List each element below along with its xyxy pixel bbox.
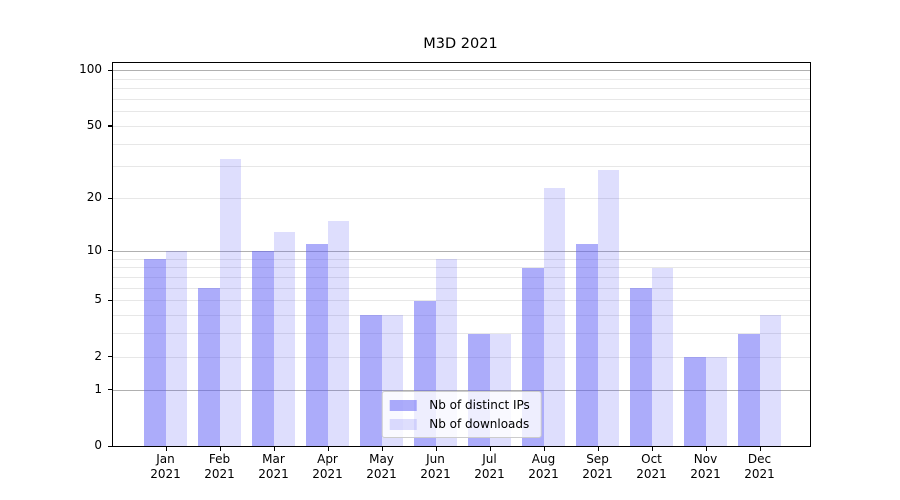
x-tick-label-dec: Dec 2021 xyxy=(744,451,775,482)
plot-area: Nb of distinct IPs Nb of downloads xyxy=(112,62,811,447)
y-tick-label: 2 xyxy=(94,348,102,363)
y-tick-mark xyxy=(108,389,112,391)
bar-distinct-ips-nov xyxy=(684,357,706,446)
x-tick-label-sep: Sep 2021 xyxy=(582,451,613,482)
major-gridline xyxy=(113,250,810,252)
bar-downloads-nov xyxy=(705,357,727,446)
x-tick-label-may: May 2021 xyxy=(366,451,397,482)
y-tick-mark xyxy=(108,125,112,127)
y-tick-mark xyxy=(108,356,112,358)
bar-distinct-ips-sep xyxy=(576,244,598,446)
x-tick-mark xyxy=(327,446,329,451)
x-tick-mark xyxy=(651,446,653,451)
minor-gridline xyxy=(113,333,810,335)
x-tick-mark xyxy=(705,446,707,451)
y-tick-mark xyxy=(108,69,112,71)
y-tick-mark xyxy=(108,299,112,301)
bar-distinct-ips-mar xyxy=(252,251,274,446)
x-tick-label-aug: Aug 2021 xyxy=(528,451,559,482)
x-tick-label-nov: Nov 2021 xyxy=(690,451,721,482)
x-tick-mark xyxy=(597,446,599,451)
minor-gridline xyxy=(113,258,810,260)
minor-gridline xyxy=(113,314,810,316)
legend-item-downloads: Nb of downloads xyxy=(389,416,530,432)
bar-distinct-ips-apr xyxy=(306,244,328,446)
bar-downloads-sep xyxy=(597,169,619,446)
x-tick-mark xyxy=(219,446,221,451)
y-tick-label: 0 xyxy=(94,438,102,452)
minor-gridline xyxy=(113,111,810,113)
x-tick-mark xyxy=(489,446,491,451)
bar-downloads-oct xyxy=(651,267,673,446)
y-tick-mark xyxy=(108,445,112,447)
minor-gridline xyxy=(113,198,810,200)
legend-label-distinct-ips: Nb of distinct IPs xyxy=(429,398,530,412)
x-tick-mark xyxy=(165,446,167,451)
bar-distinct-ips-dec xyxy=(738,333,760,446)
x-tick-label-jan: Jan 2021 xyxy=(150,451,181,482)
y-tick-label: 100 xyxy=(79,62,102,77)
minor-gridline xyxy=(113,166,810,168)
x-tick-label-mar: Mar 2021 xyxy=(258,451,289,482)
legend: Nb of distinct IPs Nb of downloads xyxy=(381,391,542,438)
y-tick-label: 50 xyxy=(86,117,102,132)
legend-label-downloads: Nb of downloads xyxy=(429,417,530,431)
bar-downloads-jan xyxy=(165,251,187,446)
y-tick-mark xyxy=(108,197,112,199)
x-tick-label-jun: Jun 2021 xyxy=(420,451,451,482)
x-tick-mark xyxy=(273,446,275,451)
legend-item-distinct-ips: Nb of distinct IPs xyxy=(389,397,530,413)
y-tick-mark xyxy=(108,250,112,252)
x-tick-label-feb: Feb 2021 xyxy=(204,451,235,482)
minor-gridline xyxy=(113,98,810,100)
bar-distinct-ips-jan xyxy=(144,259,166,446)
bar-distinct-ips-feb xyxy=(198,288,220,446)
x-tick-mark xyxy=(381,446,383,451)
minor-gridline xyxy=(113,276,810,278)
x-tick-mark xyxy=(543,446,545,451)
bar-distinct-ips-may xyxy=(360,315,382,446)
minor-gridline xyxy=(113,125,810,127)
bar-downloads-mar xyxy=(273,231,295,446)
x-tick-mark xyxy=(759,446,761,451)
x-tick-label-jul: Jul 2021 xyxy=(474,451,505,482)
legend-swatch-distinct-ips xyxy=(389,399,417,411)
minor-gridline xyxy=(113,300,810,302)
x-tick-mark xyxy=(435,446,437,451)
bar-downloads-aug xyxy=(543,187,565,446)
major-gridline xyxy=(113,389,810,391)
legend-swatch-downloads xyxy=(389,418,417,430)
minor-gridline xyxy=(113,356,810,358)
chart-title: M3D 2021 xyxy=(423,36,498,52)
x-tick-label-oct: Oct 2021 xyxy=(636,451,667,482)
y-tick-label: 10 xyxy=(86,242,102,257)
minor-gridline xyxy=(113,267,810,269)
minor-gridline xyxy=(113,88,810,90)
bar-downloads-apr xyxy=(327,220,349,446)
y-tick-label: 5 xyxy=(94,292,102,307)
major-gridline xyxy=(113,70,810,72)
x-tick-label-apr: Apr 2021 xyxy=(312,451,343,482)
minor-gridline xyxy=(113,143,810,145)
minor-gridline xyxy=(113,287,810,289)
y-tick-label: 1 xyxy=(94,381,102,396)
minor-gridline xyxy=(113,78,810,80)
bar-downloads-dec xyxy=(759,315,781,446)
y-tick-label: 20 xyxy=(86,190,102,205)
bar-downloads-feb xyxy=(219,159,241,446)
bar-distinct-ips-oct xyxy=(630,288,652,446)
